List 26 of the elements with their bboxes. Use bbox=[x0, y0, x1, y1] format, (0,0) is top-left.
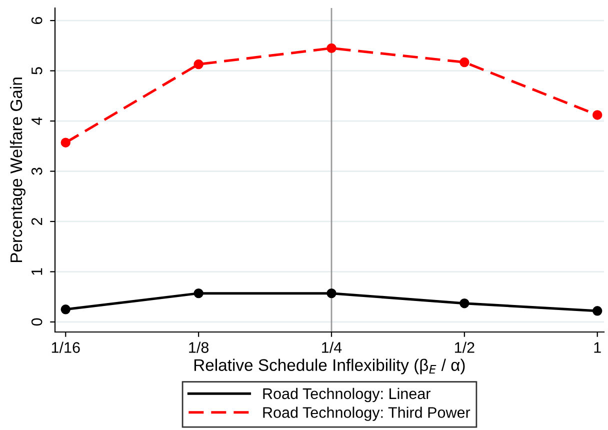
point bbox=[592, 110, 602, 120]
y-tick-label: 4 bbox=[32, 117, 42, 125]
point bbox=[60, 138, 70, 148]
x-tick-label: 1 bbox=[594, 342, 601, 353]
y-tick-label: 1 bbox=[32, 268, 42, 275]
point bbox=[326, 43, 336, 54]
point bbox=[194, 288, 204, 298]
point bbox=[194, 59, 204, 70]
y-tick-label: 5 bbox=[32, 67, 42, 74]
y-tick-label: 3 bbox=[31, 168, 42, 175]
point bbox=[60, 304, 70, 314]
y-tick-label: 6 bbox=[31, 16, 42, 24]
x-tick-label: 1/4 bbox=[322, 342, 342, 353]
x-tick-label: 1/8 bbox=[189, 342, 209, 353]
x-axis-title: Relative Schedule Inflexibility (β$_{E}$ / α) bbox=[194, 358, 465, 374]
point bbox=[592, 306, 602, 316]
legend-label: Road Technology: Linear bbox=[263, 388, 430, 402]
x-tick-label: 1/16 bbox=[52, 342, 80, 353]
point bbox=[460, 57, 470, 68]
y-tick-label: 0 bbox=[31, 318, 42, 326]
point bbox=[460, 298, 470, 308]
y-tick-label: 2 bbox=[31, 218, 42, 225]
legend-label: Road Technology: Third Power bbox=[263, 406, 470, 421]
y-axis-title: Percentage Welfare Gain bbox=[10, 78, 26, 262]
point bbox=[326, 288, 336, 298]
x-tick-label: 1/2 bbox=[454, 342, 474, 353]
